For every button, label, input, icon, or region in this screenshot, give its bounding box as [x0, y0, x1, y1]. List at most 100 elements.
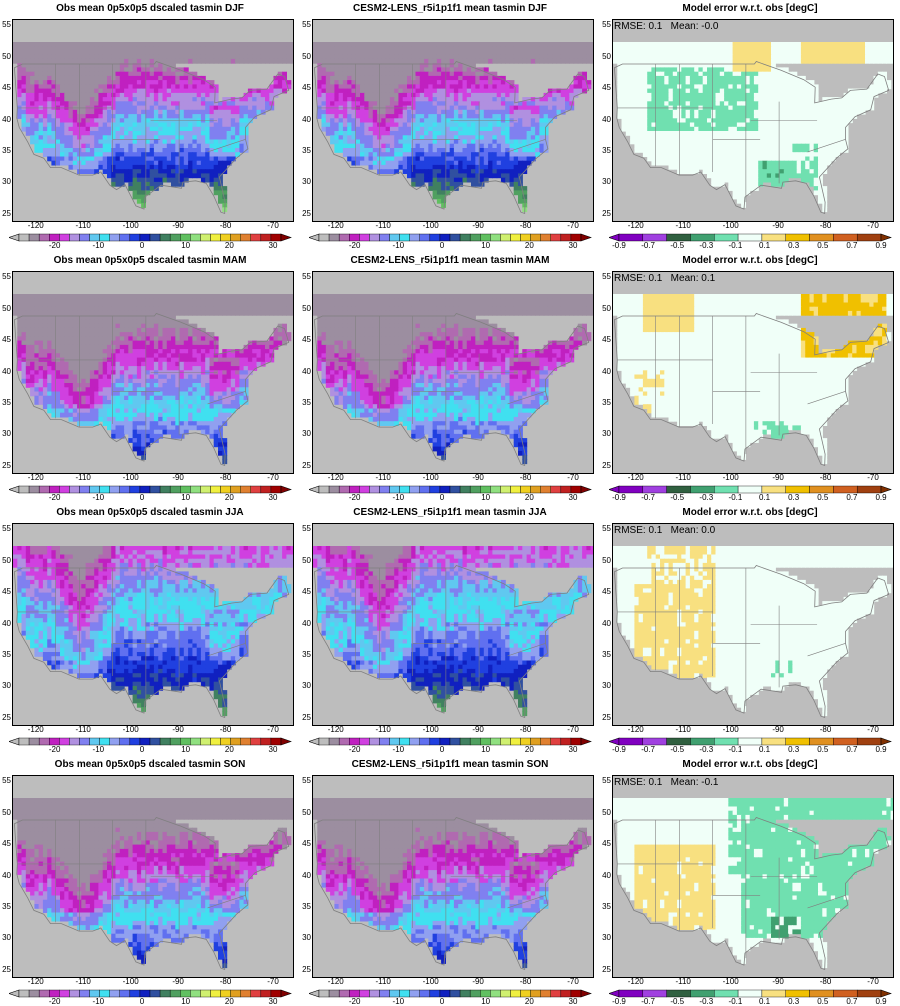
lon-tick-label: -70 — [558, 725, 588, 734]
colorbar-swatch — [19, 738, 29, 745]
colorbar-swatch — [210, 234, 220, 241]
colorbar-tick-label: 0.9 — [866, 493, 896, 502]
colorbar-swatch — [490, 990, 500, 997]
colorbar-swatch — [29, 234, 39, 241]
colorbar-tick-label: -0.7 — [633, 745, 663, 754]
colorbar-swatch — [59, 486, 69, 493]
colorbar-tick-label: 20 — [214, 745, 244, 754]
panel-title: Model error w.r.t. obs [degC] — [600, 507, 900, 518]
colorbar-swatch — [619, 990, 643, 997]
map-frame: RMSE: 0.1 Mean: -0.1 — [612, 775, 894, 978]
lat-tick-label: 30 — [601, 177, 611, 186]
colorbar-under-arrow — [9, 234, 19, 241]
colorbar-swatch — [79, 990, 89, 997]
colorbar-tick-label: 0.5 — [808, 241, 838, 250]
colorbar-swatch — [369, 738, 379, 745]
panel-title: CESM2-LENS_r5i1p1f1 mean tasmin SON — [300, 759, 600, 770]
lat-tick-label: 45 — [301, 335, 311, 344]
colorbar-swatch — [390, 990, 400, 997]
colorbar-swatch — [510, 738, 520, 745]
colorbar-swatch — [480, 486, 490, 493]
colorbar-swatch — [271, 990, 281, 997]
lon-tick-label: -100 — [416, 977, 446, 986]
colorbar-swatch — [450, 990, 460, 997]
lat-tick-label: 40 — [601, 871, 611, 880]
colorbar-tick-label: 0.5 — [808, 745, 838, 754]
lon-tick-label: -120 — [21, 725, 51, 734]
colorbar-swatch — [420, 738, 430, 745]
colorbar-tick-label: 30 — [258, 241, 288, 250]
colorbar-swatch — [440, 738, 450, 745]
colorbar-swatch — [349, 990, 359, 997]
colorbar-tick-label: 10 — [171, 241, 201, 250]
colorbar-swatch — [329, 234, 339, 241]
lon-tick-label: -90 — [763, 977, 793, 986]
obs-map-field — [13, 272, 293, 473]
colorbar-swatch — [561, 990, 571, 997]
lat-tick-label: 50 — [1, 52, 11, 61]
colorbar-tick-label: 0.5 — [808, 997, 838, 1006]
colorbar-swatch — [510, 234, 520, 241]
colorbar-swatch — [271, 486, 281, 493]
lon-tick-label: -70 — [858, 473, 888, 482]
lon-tick-label: -70 — [858, 977, 888, 986]
colorbar-tick-label: 30 — [558, 493, 588, 502]
lat-tick-label: 45 — [1, 839, 11, 848]
colorbar-swatch — [319, 234, 329, 241]
colorbar-swatch — [571, 234, 581, 241]
colorbar-swatch — [667, 990, 691, 997]
lat-tick-label: 35 — [1, 902, 11, 911]
colorbar-tick-label: 10 — [171, 745, 201, 754]
colorbar-swatch — [571, 486, 581, 493]
colorbar-swatch — [541, 234, 551, 241]
colorbar-swatch — [69, 234, 79, 241]
colorbar-swatch — [100, 234, 110, 241]
lat-tick-label: 25 — [601, 965, 611, 974]
colorbar-swatch — [833, 738, 857, 745]
panel-title: Model error w.r.t. obs [degC] — [600, 255, 900, 266]
lat-tick-label: 50 — [301, 52, 311, 61]
lon-tick-label: -120 — [21, 473, 51, 482]
lon-tick-label: -120 — [321, 473, 351, 482]
lon-tick-label: -90 — [763, 725, 793, 734]
lon-tick-label: -100 — [116, 221, 146, 230]
lat-tick-label: 50 — [601, 304, 611, 313]
lon-tick-label: -100 — [716, 725, 746, 734]
colorbar-swatch — [241, 486, 251, 493]
rmse-mean-stats: RMSE: 0.1 Mean: 0.1 — [614, 273, 715, 284]
lat-tick-label: 40 — [1, 115, 11, 124]
lon-tick-label: -100 — [716, 473, 746, 482]
colorbar-tick-label: 0.9 — [866, 997, 896, 1006]
colorbar-swatch — [430, 990, 440, 997]
colorbar-tick-label: 0.3 — [779, 745, 809, 754]
colorbar-swatch — [329, 486, 339, 493]
colorbar-tick-label: 0 — [127, 745, 157, 754]
lon-tick-label: -80 — [211, 725, 241, 734]
colorbar-swatch — [470, 486, 480, 493]
colorbar-swatch — [19, 990, 29, 997]
lon-tick-label: -100 — [116, 473, 146, 482]
lon-tick-label: -80 — [811, 725, 841, 734]
lon-tick-label: -110 — [668, 221, 698, 230]
colorbar-swatch — [69, 990, 79, 997]
colorbar-swatch — [857, 486, 881, 493]
colorbar-under-arrow — [309, 990, 319, 997]
colorbar-swatch — [714, 486, 738, 493]
colorbar-tick-label: -0.5 — [662, 997, 692, 1006]
colorbar-swatch — [619, 234, 643, 241]
colorbar-over-arrow — [281, 486, 291, 493]
lon-tick-label: -100 — [416, 725, 446, 734]
colorbar-swatch — [762, 234, 786, 241]
colorbar-swatch — [49, 234, 59, 241]
colorbar-under-arrow — [9, 486, 19, 493]
lon-tick-label: -90 — [163, 977, 193, 986]
colorbar-swatch — [160, 486, 170, 493]
colorbar-swatch — [619, 486, 643, 493]
colorbar-swatch — [200, 486, 210, 493]
colorbar-swatch — [150, 990, 160, 997]
colorbar-swatch — [59, 990, 69, 997]
colorbar-swatch — [39, 486, 49, 493]
colorbar-tick-label: -0.7 — [633, 997, 663, 1006]
